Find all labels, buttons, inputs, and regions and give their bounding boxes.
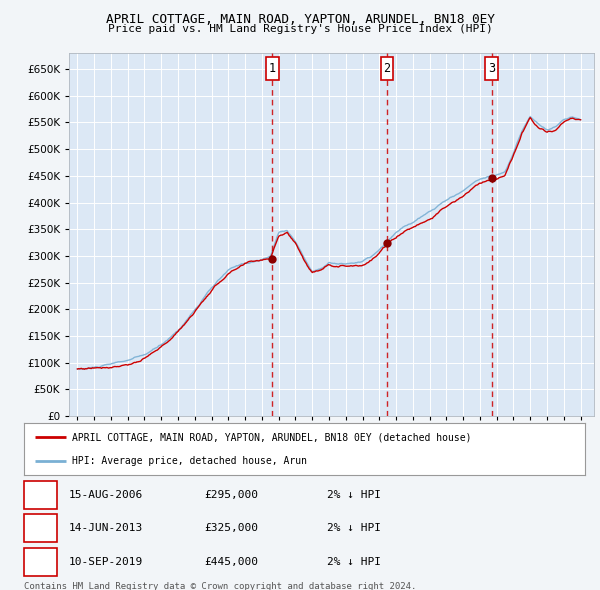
Text: £445,000: £445,000 <box>204 557 258 567</box>
Text: 1: 1 <box>269 62 276 75</box>
Text: APRIL COTTAGE, MAIN ROAD, YAPTON, ARUNDEL, BN18 0EY: APRIL COTTAGE, MAIN ROAD, YAPTON, ARUNDE… <box>106 13 494 26</box>
Text: £295,000: £295,000 <box>204 490 258 500</box>
Text: 14-JUN-2013: 14-JUN-2013 <box>69 523 143 533</box>
Text: 2% ↓ HPI: 2% ↓ HPI <box>327 557 381 567</box>
Text: 2% ↓ HPI: 2% ↓ HPI <box>327 490 381 500</box>
Text: £325,000: £325,000 <box>204 523 258 533</box>
Text: APRIL COTTAGE, MAIN ROAD, YAPTON, ARUNDEL, BN18 0EY (detached house): APRIL COTTAGE, MAIN ROAD, YAPTON, ARUNDE… <box>71 432 471 442</box>
Text: 2% ↓ HPI: 2% ↓ HPI <box>327 523 381 533</box>
Text: 2: 2 <box>37 523 44 533</box>
Text: HPI: Average price, detached house, Arun: HPI: Average price, detached house, Arun <box>71 456 307 466</box>
FancyBboxPatch shape <box>485 57 498 80</box>
Text: 15-AUG-2006: 15-AUG-2006 <box>69 490 143 500</box>
Text: 3: 3 <box>488 62 495 75</box>
Text: Contains HM Land Registry data © Crown copyright and database right 2024.
This d: Contains HM Land Registry data © Crown c… <box>24 582 416 590</box>
Text: 3: 3 <box>37 557 44 567</box>
Text: 10-SEP-2019: 10-SEP-2019 <box>69 557 143 567</box>
Text: Price paid vs. HM Land Registry's House Price Index (HPI): Price paid vs. HM Land Registry's House … <box>107 24 493 34</box>
FancyBboxPatch shape <box>266 57 278 80</box>
Text: 2: 2 <box>383 62 391 75</box>
Text: 1: 1 <box>37 490 44 500</box>
FancyBboxPatch shape <box>380 57 393 80</box>
